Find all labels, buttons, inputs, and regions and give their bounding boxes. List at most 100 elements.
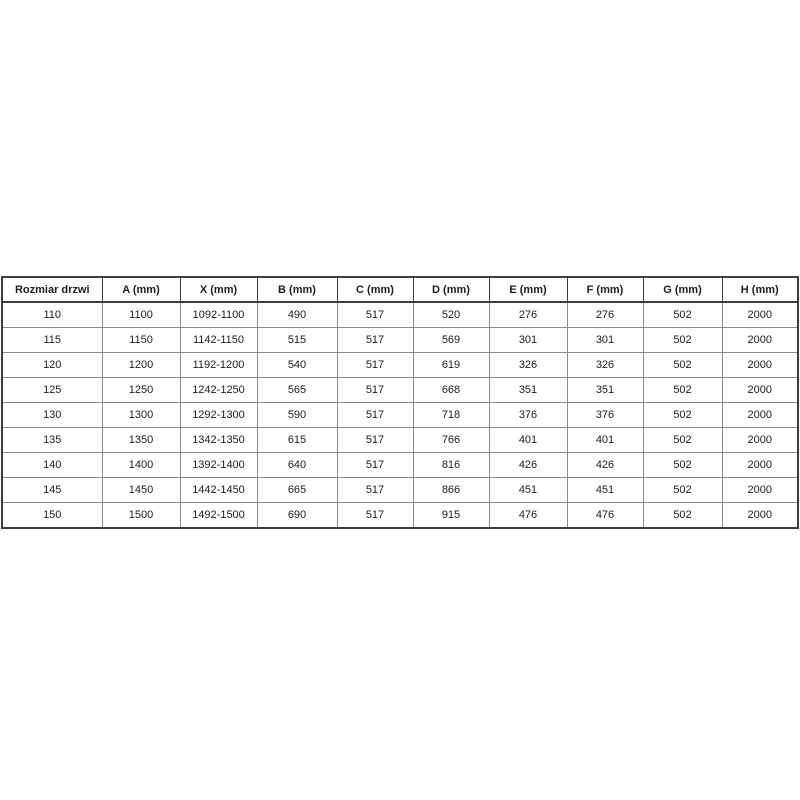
table-cell: 1292-1300	[179, 402, 258, 428]
table-row: 115 1150 1142-1150 515 517 569 301 301 502 2000	[1, 327, 799, 353]
table-cell: 2000	[721, 452, 799, 478]
column-header: Rozmiar drzwi	[1, 276, 103, 303]
table-cell: 2000	[721, 402, 799, 428]
table-cell: 276	[488, 301, 568, 328]
table-cell: 517	[336, 427, 414, 453]
table-cell: 2000	[721, 327, 799, 353]
table-cell: 120	[1, 352, 103, 378]
table-cell: 615	[256, 427, 338, 453]
table-cell: 1442-1450	[179, 477, 258, 503]
table-cell: 718	[412, 402, 490, 428]
table-cell: 351	[488, 377, 568, 403]
table-cell: 665	[256, 477, 338, 503]
table-cell: 517	[336, 352, 414, 378]
table-cell: 326	[488, 352, 568, 378]
table-body: 110 1100 1092-1100 490 517 520 276 276 502 2000 11…	[1, 301, 799, 529]
table-cell: 502	[642, 452, 723, 478]
table-row: 145 1450 1442-1450 665 517 866 451 451 502 2000	[1, 477, 799, 503]
table-cell: 476	[566, 502, 644, 529]
table-cell: 2000	[721, 301, 799, 328]
table-header: Rozmiar drzwi A (mm) X (mm) B (mm) C (mm) D (…	[1, 276, 799, 303]
table-cell: 619	[412, 352, 490, 378]
table-cell: 690	[256, 502, 338, 529]
table-cell: 1192-1200	[179, 352, 258, 378]
table-cell: 517	[336, 377, 414, 403]
table-cell: 276	[566, 301, 644, 328]
table-cell: 502	[642, 352, 723, 378]
table-cell: 517	[336, 301, 414, 328]
table-cell: 668	[412, 377, 490, 403]
table-row: 150 1500 1492-1500 690 517 915 476 476 502 2000	[1, 502, 799, 529]
table-cell: 1342-1350	[179, 427, 258, 453]
table-cell: 130	[1, 402, 103, 428]
header-row: Rozmiar drzwi A (mm) X (mm) B (mm) C (mm) D (…	[1, 276, 799, 303]
table-cell: 540	[256, 352, 338, 378]
table-cell: 376	[566, 402, 644, 428]
table-cell: 866	[412, 477, 490, 503]
table-cell: 517	[336, 327, 414, 353]
column-header: A (mm)	[101, 276, 181, 303]
table-cell: 1450	[101, 477, 181, 503]
table-cell: 301	[488, 327, 568, 353]
column-header: H (mm)	[721, 276, 799, 303]
table-cell: 1142-1150	[179, 327, 258, 353]
column-header: G (mm)	[642, 276, 723, 303]
table-cell: 590	[256, 402, 338, 428]
column-header: X (mm)	[179, 276, 258, 303]
table-cell: 115	[1, 327, 103, 353]
table-cell: 1200	[101, 352, 181, 378]
table-cell: 502	[642, 477, 723, 503]
table-cell: 502	[642, 402, 723, 428]
table-cell: 150	[1, 502, 103, 529]
table-cell: 520	[412, 301, 490, 328]
table-cell: 1392-1400	[179, 452, 258, 478]
column-header: C (mm)	[336, 276, 414, 303]
table-row: 135 1350 1342-1350 615 517 766 401 401 502 2000	[1, 427, 799, 453]
table-cell: 502	[642, 327, 723, 353]
table-cell: 2000	[721, 502, 799, 529]
table-cell: 517	[336, 402, 414, 428]
table-cell: 915	[412, 502, 490, 529]
table-cell: 401	[488, 427, 568, 453]
table-cell: 1300	[101, 402, 181, 428]
table-cell: 1500	[101, 502, 181, 529]
table-cell: 301	[566, 327, 644, 353]
table-cell: 565	[256, 377, 338, 403]
table-cell: 1492-1500	[179, 502, 258, 529]
table-cell: 1092-1100	[179, 301, 258, 328]
table-cell: 401	[566, 427, 644, 453]
table-cell: 517	[336, 452, 414, 478]
table-cell: 490	[256, 301, 338, 328]
column-header: F (mm)	[566, 276, 644, 303]
table-cell: 502	[642, 502, 723, 529]
table-cell: 1250	[101, 377, 181, 403]
table-cell: 502	[642, 427, 723, 453]
table-cell: 1242-1250	[179, 377, 258, 403]
table-cell: 351	[566, 377, 644, 403]
table-cell: 517	[336, 477, 414, 503]
table-cell: 569	[412, 327, 490, 353]
table-cell: 110	[1, 301, 103, 328]
table-cell: 125	[1, 377, 103, 403]
table-cell: 140	[1, 452, 103, 478]
table-cell: 502	[642, 301, 723, 328]
table-row: 130 1300 1292-1300 590 517 718 376 376 502 2000	[1, 402, 799, 428]
table-row: 125 1250 1242-1250 565 517 668 351 351 502 2000	[1, 377, 799, 403]
table-cell: 2000	[721, 427, 799, 453]
table-cell: 640	[256, 452, 338, 478]
table-cell: 451	[566, 477, 644, 503]
table-cell: 766	[412, 427, 490, 453]
table-cell: 476	[488, 502, 568, 529]
table-cell: 517	[336, 502, 414, 529]
table-cell: 515	[256, 327, 338, 353]
table-cell: 502	[642, 377, 723, 403]
table-cell: 2000	[721, 377, 799, 403]
column-header: D (mm)	[412, 276, 490, 303]
table-cell: 426	[566, 452, 644, 478]
table-cell: 1100	[101, 301, 181, 328]
table-cell: 326	[566, 352, 644, 378]
table-cell: 2000	[721, 477, 799, 503]
table-cell: 135	[1, 427, 103, 453]
table-cell: 451	[488, 477, 568, 503]
